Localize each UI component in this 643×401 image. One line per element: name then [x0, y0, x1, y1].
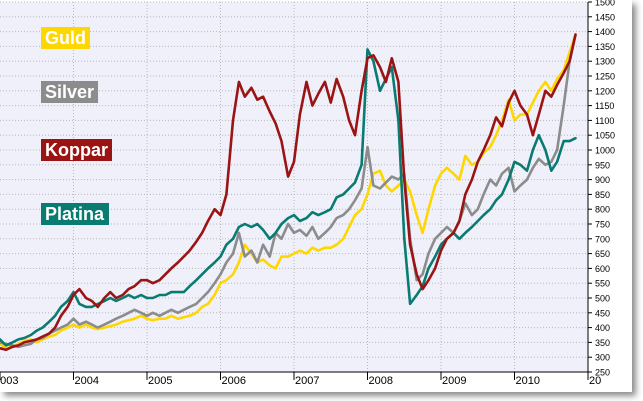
y-tick-label: 500	[595, 294, 610, 304]
y-tick-label: 1050	[595, 131, 615, 141]
y-tick-label: 1250	[595, 72, 615, 82]
legend-swatch-silver	[41, 81, 99, 103]
y-tick-label: 1100	[595, 116, 614, 126]
y-tick-label: 400	[595, 323, 610, 333]
y-tick-label: 1350	[595, 42, 615, 52]
x-tick-label: 2007	[295, 375, 319, 387]
y-tick-label: 350	[595, 338, 610, 348]
legend-swatch-koppar	[41, 139, 112, 161]
legend-swatch-platina	[41, 203, 110, 225]
y-tick-label: 700	[595, 234, 610, 244]
y-tick-label: 300	[595, 353, 610, 363]
y-tick-label: 600	[595, 264, 610, 274]
x-tick-label: 2004	[75, 375, 99, 387]
y-tick-label: 450	[595, 308, 610, 318]
y-tick-label: 850	[595, 190, 610, 200]
legend-swatch-guld	[41, 27, 90, 49]
y-tick-label: 800	[595, 205, 610, 215]
y-tick-label: 650	[595, 249, 610, 259]
y-tick-label: 950	[595, 160, 610, 170]
y-tick-label: 1150	[595, 101, 614, 111]
series-line-koppar	[0, 33, 577, 352]
y-tick-label: 1300	[595, 57, 615, 67]
x-tick-label: 2010	[516, 375, 540, 387]
plot-background	[0, 2, 588, 372]
y-tick-label: 900	[595, 175, 610, 185]
x-tick-label: 2006	[222, 375, 246, 387]
legend-entry-koppar: Koppar	[45, 140, 108, 160]
legend-entry-platina: Platina	[45, 204, 105, 224]
axes: 250 300 350 400 450 500 550 600 650 700 750 800 850 9…	[0, 0, 615, 387]
y-tick-label: 1200	[595, 86, 615, 96]
x-tick-label: 2008	[369, 375, 393, 387]
y-tick-label: 750	[595, 220, 610, 230]
y-tick-label: 250	[595, 368, 610, 378]
y-tick-label: 1400	[595, 27, 615, 37]
line-chart: 250 300 350 400 450 500 550 600 650 700 750 800 850 9…	[0, 0, 615, 387]
x-tick-label: 2005	[148, 375, 172, 387]
x-tick-label: 20	[589, 375, 601, 387]
y-tick-label: 1500	[595, 0, 615, 8]
legend-entry-silver: Silver	[45, 82, 94, 102]
y-tick-label: 1000	[595, 146, 615, 156]
chart-frame: 250 300 350 400 450 500 550 600 650 700 750 800 850 9…	[0, 0, 616, 387]
y-tick-label: 1450	[595, 12, 615, 22]
x-tick-label: 2003	[0, 375, 18, 387]
x-tick-label: 2009	[442, 375, 466, 387]
legend: Guld Silver Koppar Platina	[41, 27, 112, 225]
series-line-silver	[0, 33, 577, 349]
series-lines	[0, 33, 577, 352]
y-tick-label: 550	[595, 279, 610, 289]
legend-entry-guld: Guld	[45, 28, 86, 48]
